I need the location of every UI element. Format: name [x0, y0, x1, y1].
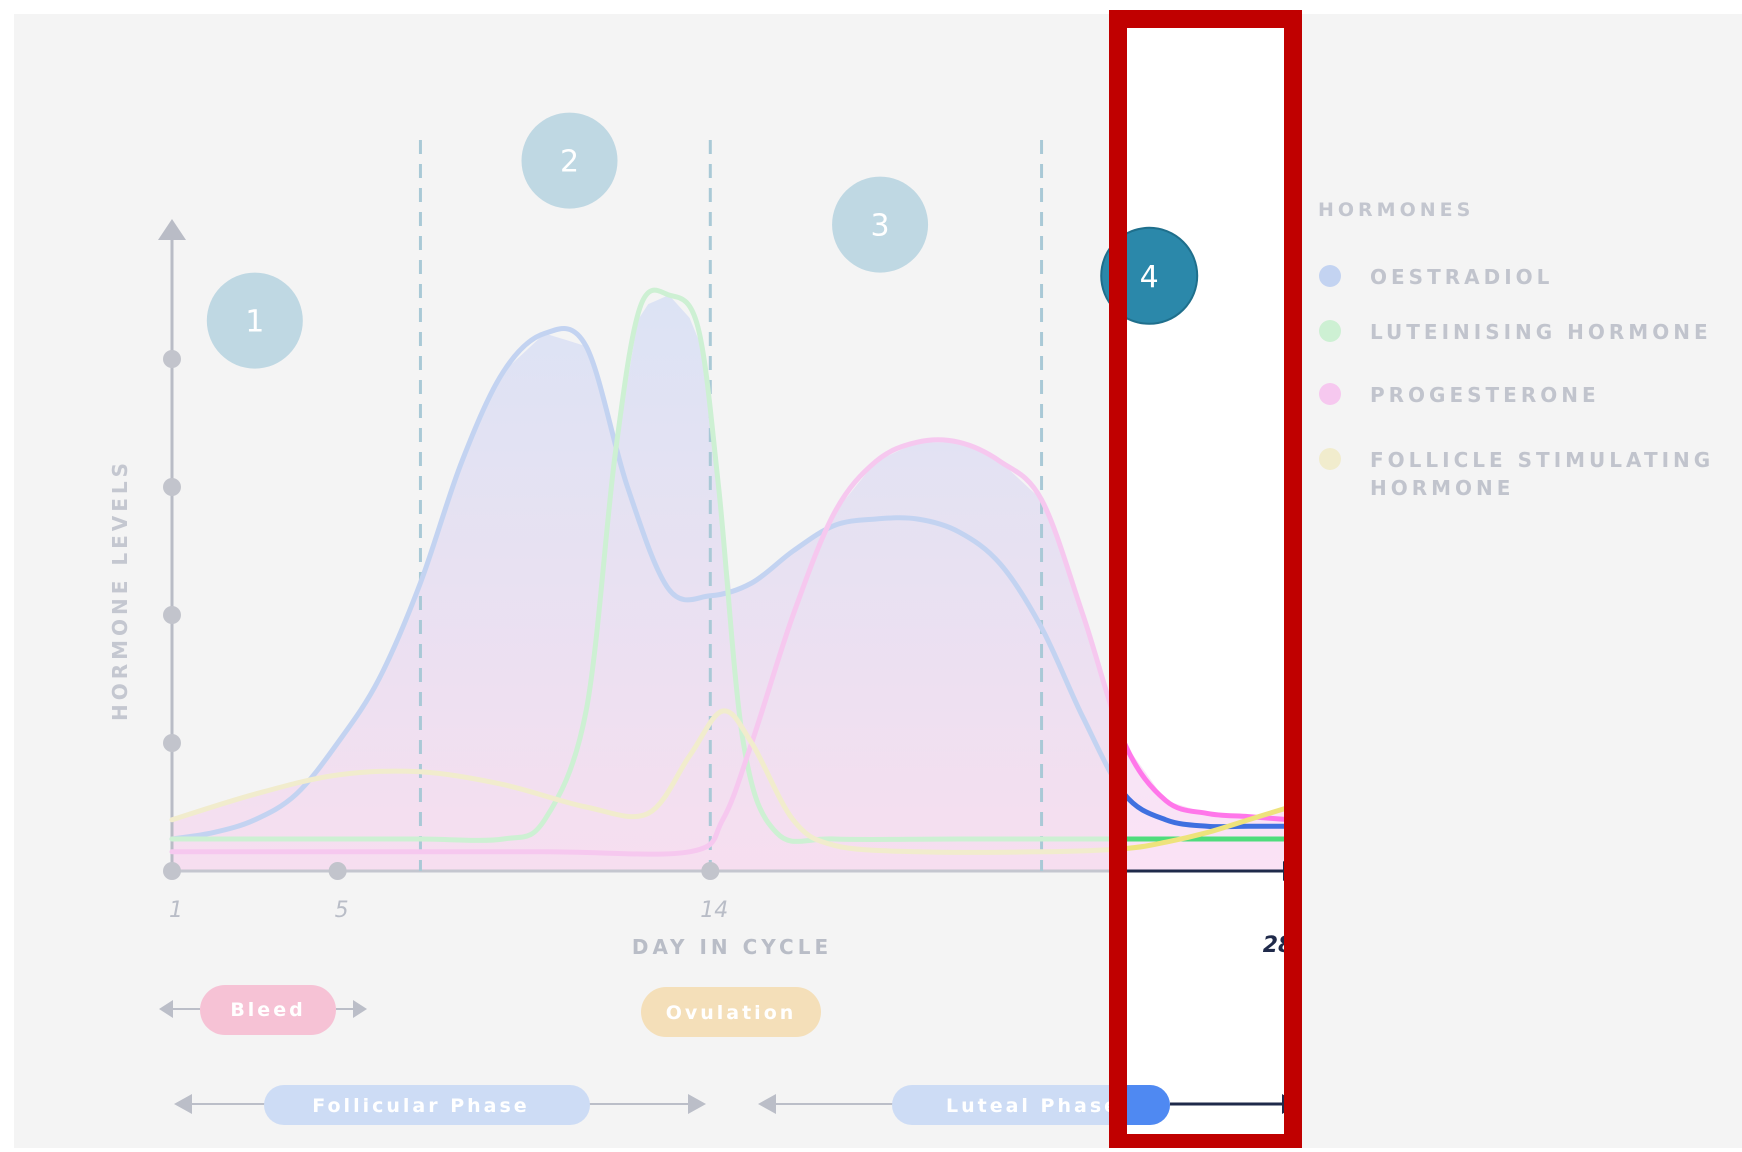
x-tick-dot — [328, 862, 347, 880]
y-tick-dot — [163, 734, 181, 752]
series-line-follicle-stimulating-hormone — [169, 708, 1110, 855]
x-tick-label: 14 — [700, 898, 728, 923]
area-fill-shape-active — [1118, 723, 1290, 871]
y-tick-dot — [163, 350, 181, 368]
stage-marker-2[interactable] — [521, 112, 618, 209]
area-fill-shape — [172, 295, 1110, 871]
legend-title: HORMONES — [1318, 199, 1474, 221]
legend: OESTRADIOL LUTEINISING HORMONE PROGESTERON… — [1319, 265, 1714, 500]
follicular-right-arrow-icon — [688, 1094, 706, 1114]
ovulation-marker: Ovulation — [641, 987, 821, 1037]
stage-number-1: 1 — [245, 305, 264, 340]
ovulation-pill[interactable] — [641, 987, 821, 1037]
follicular-phase-marker: Follicular Phase — [174, 1085, 706, 1125]
series-lines-faded — [169, 287, 1110, 857]
y-tick-dot — [163, 478, 181, 496]
bleed-right-arrow-icon — [353, 1000, 367, 1018]
luteal-label: Luteal Phase — [946, 1095, 1120, 1117]
legend-label-progesterone: PROGESTERONE — [1370, 383, 1600, 407]
luteal-pill-active[interactable] — [1080, 1085, 1170, 1125]
follicular-label: Follicular Phase — [312, 1095, 529, 1117]
luteal-left-arrow-icon — [758, 1094, 776, 1114]
series-line-luteinising-hormone — [169, 287, 1110, 844]
x-tick-dot — [163, 862, 181, 880]
x-tick-label: 1 — [169, 898, 183, 923]
stage-markers: 1 2 3 4 — [206, 112, 1199, 369]
y-tick-dot — [163, 606, 181, 624]
legend-swatch-luteinising-hormone — [1319, 320, 1341, 342]
legend-label-luteinising-hormone: LUTEINISING HORMONE — [1370, 320, 1712, 344]
series-line-active-progesterone — [1118, 719, 1293, 823]
bleed-pill[interactable] — [200, 985, 336, 1035]
y-axis-title: HORMONE LEVELS — [108, 459, 132, 721]
series-line-oestradiol — [169, 326, 1110, 842]
series-line-progesterone — [169, 437, 1110, 857]
series-line-active-follicle-stimulating-hormone — [1118, 804, 1293, 852]
series-lines-active — [1118, 719, 1293, 852]
stage-number-4: 4 — [1140, 260, 1159, 295]
stage-number-2: 2 — [560, 145, 579, 180]
active-column-background — [1118, 14, 1293, 1148]
area-fill-active — [1118, 723, 1290, 871]
stage-number-3: 3 — [871, 209, 890, 244]
follicular-pill[interactable] — [264, 1085, 590, 1125]
x-tick-dot — [701, 862, 720, 880]
legend-label-oestradiol: OESTRADIOL — [1370, 265, 1553, 289]
ovulation-label: Ovulation — [666, 1002, 797, 1024]
bleed-label: Bleed — [230, 999, 305, 1021]
bleed-left-arrow-icon — [159, 1000, 173, 1018]
stage-4-highlight-box — [1109, 10, 1302, 1152]
area-fill-faded — [172, 295, 1110, 871]
bleed-marker: Bleed — [159, 985, 367, 1035]
x-axis-title: DAY IN CYCLE — [632, 935, 832, 959]
legend-swatch-follicle-stimulating-hormone — [1319, 448, 1341, 470]
stage-marker-1[interactable] — [206, 272, 303, 369]
x-tick-label: 5 — [335, 898, 349, 923]
y-axis-arrow-icon — [158, 219, 186, 240]
legend-swatch-oestradiol — [1319, 265, 1341, 287]
legend-swatch-progesterone — [1319, 383, 1341, 405]
follicular-left-arrow-icon — [174, 1094, 192, 1114]
stage-marker-3[interactable] — [832, 176, 929, 273]
y-axis-ticks — [163, 350, 181, 752]
legend-label-follicle-stimulating-hormone: FOLLICLE STIMULATING — [1370, 448, 1714, 472]
legend-label-follicle-stimulating-hormone: HORMONE — [1370, 476, 1514, 500]
luteal-pill[interactable] — [892, 1085, 1170, 1125]
stage-dividers — [418, 140, 1044, 871]
